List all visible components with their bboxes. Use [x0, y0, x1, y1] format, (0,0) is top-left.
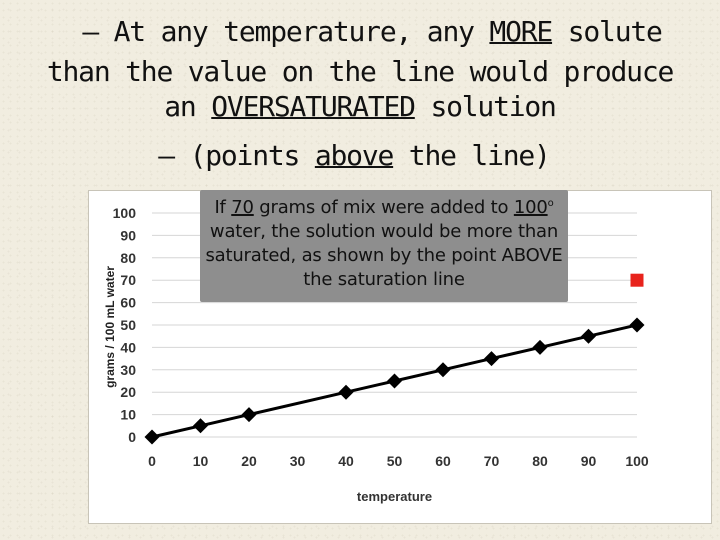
callout-grams: 70 — [231, 197, 254, 218]
x-tick-label: 80 — [532, 453, 548, 469]
y-tick-label: 30 — [120, 362, 136, 378]
degree-symbol: o — [547, 198, 554, 209]
y-tick-label: 70 — [120, 272, 136, 288]
x-tick-label: 10 — [193, 453, 209, 469]
y-tick-label: 40 — [120, 339, 136, 355]
above-emphasis: above — [314, 139, 395, 172]
callout-box — [200, 190, 568, 302]
x-tick-label: 20 — [241, 453, 257, 469]
x-tick-label: 50 — [387, 453, 403, 469]
more-emphasis: MORE — [489, 15, 553, 48]
y-tick-label: 60 — [120, 295, 136, 311]
oversaturated-emphasis: OVERSATURATED — [211, 90, 416, 123]
y-tick-label: 80 — [120, 250, 136, 266]
data-point — [484, 351, 499, 367]
y-axis-label: grams / 100 mL water — [103, 266, 117, 388]
y-tick-label: 90 — [120, 227, 136, 243]
data-point — [241, 407, 257, 423]
x-tick-label: 0 — [148, 453, 156, 469]
line1-text-end: solute — [552, 15, 663, 48]
callout-pre: If — [214, 197, 232, 218]
data-point — [193, 418, 208, 434]
data-point — [144, 429, 160, 445]
line4-text: – (points — [158, 139, 315, 172]
bullet-line-2: than the value on the line would produce — [46, 55, 675, 88]
oversaturated-point — [630, 273, 644, 287]
x-axis-label: temperature — [357, 489, 432, 504]
callout-temp: 100 — [513, 197, 548, 218]
callout-rest: water, the solution would be more than s… — [205, 221, 563, 290]
line3-text: an — [164, 90, 212, 123]
x-tick-label: 60 — [435, 453, 451, 469]
data-point — [387, 373, 402, 389]
line3-text-end: solution — [414, 90, 556, 123]
x-tick-label: 30 — [290, 453, 306, 469]
x-tick-label: 70 — [484, 453, 500, 469]
y-tick-label: 50 — [120, 317, 136, 333]
x-tick-label: 90 — [581, 453, 597, 469]
bullet-line-4: – (points above the line) — [0, 138, 714, 174]
y-tick-label: 20 — [120, 384, 136, 400]
x-tick-label: 40 — [338, 453, 354, 469]
bullet-line-1: – At any temperature, any MORE solute — [12, 14, 720, 50]
series-line — [151, 323, 638, 439]
line1-text: – At any temperature, any — [82, 15, 490, 48]
data-point — [435, 362, 451, 378]
y-tick-label: 10 — [120, 407, 136, 423]
x-tick-label: 100 — [625, 453, 649, 469]
data-point — [532, 339, 548, 355]
bullet-line-3: an OVERSATURATED solution — [0, 89, 720, 125]
data-point — [338, 384, 354, 400]
callout-mid: grams of mix were added to — [253, 197, 514, 218]
y-tick-label: 100 — [113, 205, 137, 221]
callout-text: If 70 grams of mix were added to 100o wa… — [200, 192, 568, 292]
data-point — [629, 317, 645, 333]
y-tick-label: 0 — [128, 429, 136, 445]
line4-text-end: the line) — [393, 139, 551, 172]
data-point — [581, 328, 596, 344]
